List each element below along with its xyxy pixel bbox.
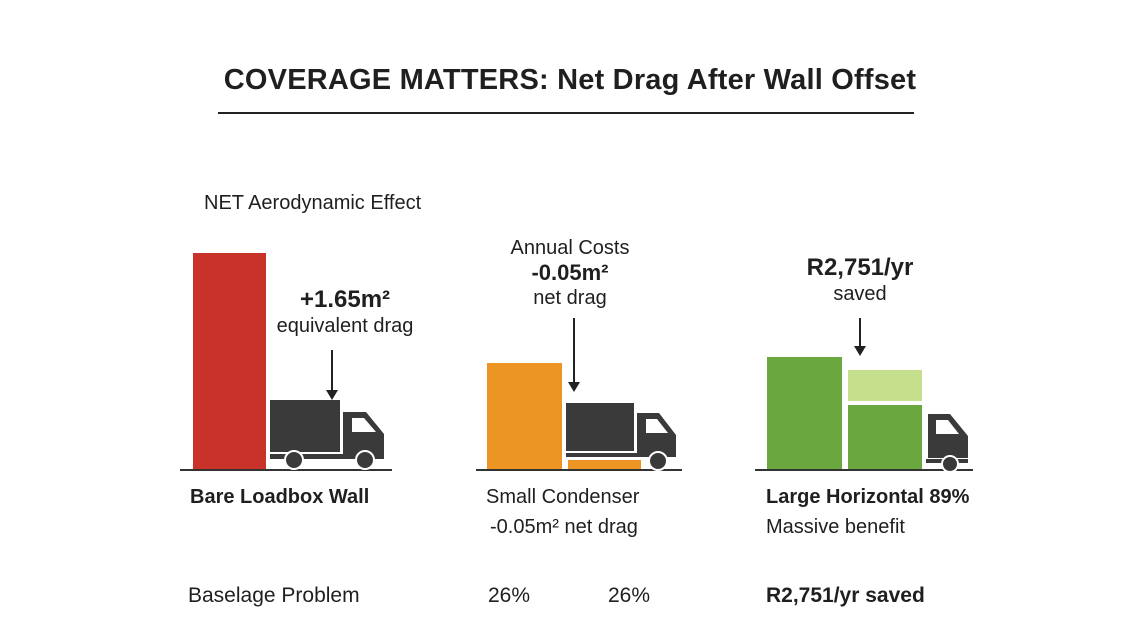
callout-value-3: R2,751/yr	[806, 254, 914, 281]
callout-text-3: saved	[833, 283, 887, 305]
callout-value-1: +1.65m²	[299, 286, 391, 313]
baseline-panel-1	[180, 469, 392, 471]
baseline-panel-3	[755, 469, 973, 471]
page-title: COVERAGE MATTERS: Net Drag After Wall Of…	[223, 64, 917, 96]
arrow-down-icon	[854, 318, 866, 356]
arrow-down-icon	[568, 318, 580, 392]
callout-heading-2: Annual Costs	[510, 237, 630, 259]
bar-small-condenser	[487, 363, 562, 469]
truck-icon	[566, 403, 676, 471]
sublabel-small-condenser: -0.05m² net drag	[490, 516, 638, 538]
sublabel-large-horizontal: Massive benefit	[766, 516, 905, 538]
bar-bare-loadbox	[193, 253, 266, 469]
truck-icon	[270, 400, 384, 470]
arrow-down-icon	[326, 350, 338, 400]
bar-large-horizontal	[767, 357, 842, 469]
callout-value-2: -0.05m²	[531, 260, 609, 285]
footer-percent-b: 26%	[608, 584, 651, 607]
truck-cab-icon	[926, 414, 968, 473]
baseline-panel-2	[476, 469, 682, 471]
label-large-horizontal: Large Horizontal 89%	[766, 486, 970, 508]
callout-text-2: net drag	[533, 287, 607, 309]
footer-baseline: Baselage Problem	[188, 584, 360, 607]
bar-large-horizontal-net	[848, 405, 922, 469]
bar-large-horizontal-saved	[848, 370, 922, 401]
label-bare-loadbox: Bare Loadbox Wall	[190, 486, 370, 508]
footer-percent-a: 26%	[488, 584, 531, 607]
callout-text-1: equivalent drag	[276, 315, 414, 337]
section-label: NET Aerodynamic Effect	[204, 192, 422, 214]
title-underline	[218, 112, 914, 114]
footer-savings: R2,751/yr saved	[766, 584, 925, 607]
bar-small-condenser-strip	[568, 460, 641, 469]
label-small-condenser: Small Condenser	[486, 486, 640, 508]
